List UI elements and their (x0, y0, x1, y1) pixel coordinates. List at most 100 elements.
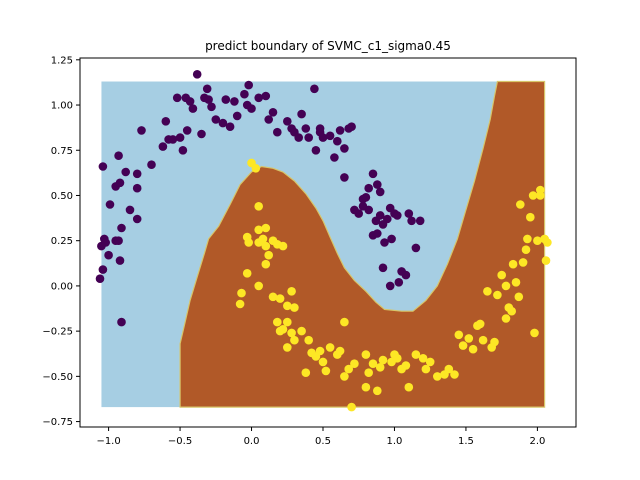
data-point-class1 (418, 354, 428, 363)
y-axis: 1.25 1.00 0.75 0.50 0.25 0.00 −0.25 −0.50 −0.75 (42, 55, 80, 428)
data-point-class1 (287, 328, 296, 338)
data-point-class0 (207, 102, 216, 112)
data-point-class1 (361, 350, 371, 359)
data-point-class0 (283, 117, 292, 126)
data-point-class1 (340, 317, 349, 327)
data-point-class0 (202, 84, 212, 94)
data-point-class0 (394, 278, 404, 287)
data-point-class0 (161, 117, 171, 126)
data-point-class1 (458, 341, 468, 350)
data-point-class1 (325, 343, 335, 352)
data-point-class0 (315, 124, 325, 133)
data-point-class0 (310, 84, 319, 94)
data-point-class0 (268, 108, 278, 117)
data-point-class1 (254, 238, 263, 247)
data-point-class1 (261, 259, 271, 269)
data-point-class0 (98, 162, 108, 171)
data-point-class0 (132, 214, 142, 224)
data-point-class1 (444, 364, 454, 374)
data-point-class1 (347, 402, 356, 412)
data-point-class1 (411, 350, 421, 359)
data-point-class1 (541, 256, 551, 265)
y-tick-label: 0.25 (51, 236, 73, 247)
data-point-class0 (137, 126, 146, 135)
data-point-class1 (321, 366, 331, 376)
data-point-class1 (268, 292, 278, 302)
data-point-class1 (264, 250, 274, 260)
data-point-class0 (335, 126, 345, 135)
data-point-class0 (168, 135, 178, 144)
y-tick-label: −0.75 (42, 417, 73, 428)
data-point-class0 (304, 133, 314, 142)
data-point-class0 (147, 160, 156, 169)
data-point-class0 (117, 317, 126, 327)
data-point-class1 (364, 368, 374, 378)
data-point-class0 (204, 95, 213, 104)
data-point-class1 (373, 386, 382, 396)
data-point-class0 (185, 97, 195, 106)
data-point-class0 (393, 211, 402, 220)
x-tick-label: 0.5 (315, 436, 331, 447)
data-point-class0 (350, 205, 359, 215)
data-point-class0 (375, 211, 385, 220)
data-point-class0 (361, 193, 371, 202)
data-point-class1 (304, 335, 314, 345)
data-point-class1 (516, 200, 525, 209)
data-point-class0 (221, 95, 231, 104)
data-point-class1 (501, 281, 511, 291)
data-point-class0 (311, 146, 321, 155)
data-point-class1 (433, 372, 442, 381)
data-point-class1 (283, 301, 292, 311)
data-point-class0 (115, 178, 125, 188)
data-point-class1 (273, 317, 282, 327)
data-points (95, 70, 552, 412)
data-point-class1 (533, 236, 542, 245)
data-point-class1 (261, 223, 271, 233)
data-point-class0 (244, 80, 253, 90)
data-point-class0 (211, 115, 221, 124)
data-point-class1 (275, 294, 285, 303)
data-point-class0 (98, 265, 108, 274)
data-point-class0 (240, 89, 249, 99)
data-point-class1 (401, 361, 411, 370)
axes-frame (79, 57, 577, 428)
data-point-class1 (483, 287, 492, 296)
data-point-class1 (278, 241, 288, 251)
data-point-class0 (230, 97, 239, 106)
data-point-class0 (192, 70, 202, 79)
y-tick-label: 1.00 (51, 101, 73, 112)
region-class1 (179, 80, 546, 408)
data-point-class1 (501, 314, 511, 323)
data-point-class0 (225, 122, 235, 131)
data-point-class1 (340, 372, 349, 381)
data-point-class0 (375, 187, 385, 197)
data-point-class1 (287, 287, 296, 296)
x-tick-label: −1.0 (96, 436, 120, 447)
data-point-class0 (132, 169, 142, 179)
data-point-class0 (178, 146, 188, 155)
data-point-class0 (378, 263, 388, 273)
data-point-class1 (450, 370, 459, 379)
data-point-class0 (373, 180, 382, 189)
data-point-class1 (521, 245, 531, 254)
data-point-class1 (375, 363, 385, 372)
x-tick-label: 1.0 (387, 436, 403, 447)
data-point-class0 (401, 270, 411, 280)
x-tick-label: 1.5 (458, 436, 474, 447)
chart-title: predict boundary of SVMC_c1_sigma0.45 (205, 39, 451, 53)
data-point-class1 (464, 334, 474, 343)
data-point-class0 (218, 118, 228, 128)
data-point-class0 (340, 173, 349, 182)
y-tick-label: 0.00 (51, 281, 73, 292)
data-point-class1 (514, 292, 524, 302)
data-point-class1 (251, 164, 261, 173)
data-point-class0 (182, 126, 192, 135)
data-point-class1 (497, 270, 507, 280)
data-point-class1 (530, 328, 539, 338)
data-point-class1 (344, 364, 354, 374)
data-point-class1 (350, 359, 359, 369)
data-point-class0 (387, 234, 396, 244)
data-point-class1 (475, 319, 485, 329)
data-point-class1 (468, 344, 478, 354)
